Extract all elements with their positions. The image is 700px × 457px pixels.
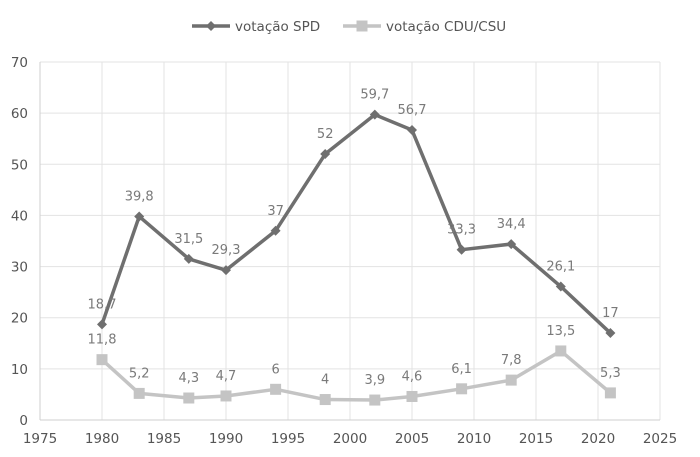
data-label: 3,9: [364, 373, 385, 388]
data-point-diamond: [221, 265, 231, 276]
x-tick-label: 1980: [85, 431, 119, 447]
data-point-diamond: [456, 244, 467, 255]
data-label: 34,4: [497, 217, 526, 232]
data-point-diamond: [270, 225, 281, 236]
data-label: 6: [271, 362, 279, 377]
data-labels: 18,7 39,8 31,5 29,3 37 52 59,7 56,7 33,3 34,4 26,1…: [88, 88, 621, 388]
data-label: 4,3: [178, 371, 199, 386]
data-label: 6,1: [451, 362, 472, 377]
data-point-square: [96, 354, 108, 366]
legend-label: votação CDU/CSU: [386, 19, 506, 35]
y-tick-label: 30: [11, 260, 28, 276]
x-tick-label: 1985: [147, 431, 181, 447]
data-label: 33,3: [447, 223, 476, 238]
x-tick-label: 2005: [395, 431, 429, 447]
y-tick-label: 40: [11, 208, 28, 224]
data-point-diamond: [134, 211, 145, 222]
grid: [40, 61, 661, 420]
data-label: 11,8: [88, 333, 117, 348]
legend-label: votação SPD: [235, 19, 320, 35]
legend: votação SPD votação CDU/CSU: [192, 19, 506, 35]
data-point-square: [604, 387, 616, 399]
data-label: 31,5: [174, 232, 203, 247]
data-label: 17: [602, 306, 619, 321]
data-label: 7,8: [501, 353, 522, 368]
x-tick-label: 1995: [271, 431, 305, 447]
y-tick-label: 50: [11, 157, 28, 173]
data-point-square: [319, 394, 331, 406]
data-point-square: [270, 383, 282, 395]
axes: 0 10 20 30 40 50 60 70 1975 1980 1985 1990 1995 2000 2…: [11, 55, 677, 447]
y-tick-label: 60: [11, 106, 28, 122]
data-label: 37: [267, 204, 284, 219]
series-line-1: [100, 349, 612, 402]
data-label: 4,6: [402, 369, 423, 384]
data-point-diamond: [369, 109, 380, 120]
data-point-square: [406, 390, 418, 402]
data-point-diamond: [320, 149, 331, 160]
data-label: 29,3: [212, 243, 241, 258]
x-tick-label: 1990: [209, 431, 243, 447]
y-tick-label: 0: [19, 413, 28, 429]
data-point-square: [555, 345, 567, 357]
data-label: 52: [317, 127, 334, 142]
legend-marker-diamond: [206, 21, 216, 31]
data-point-square: [505, 374, 517, 386]
data-point-square: [183, 392, 195, 404]
data-label: 56,7: [398, 103, 427, 118]
data-point-square: [220, 390, 232, 402]
data-label: 4,7: [216, 369, 237, 384]
x-tick-label: 2015: [519, 431, 553, 447]
data-label: 18,7: [88, 297, 117, 312]
series: [96, 109, 616, 406]
data-point-square: [456, 383, 468, 395]
y-tick-label: 10: [11, 362, 28, 378]
legend-marker-square: [356, 20, 368, 32]
series-line-0: [100, 112, 612, 335]
x-tick-label: 2010: [457, 431, 491, 447]
data-point-diamond: [555, 281, 566, 292]
data-label: 59,7: [360, 88, 389, 103]
data-point-diamond: [407, 125, 417, 136]
data-point-diamond: [506, 239, 517, 250]
data-label: 5,3: [600, 366, 621, 381]
y-tick-label: 20: [11, 311, 28, 327]
data-point-diamond: [97, 319, 107, 330]
data-point-diamond: [605, 328, 616, 339]
x-tick-label: 2025: [643, 431, 677, 447]
x-tick-label: 1975: [23, 431, 57, 447]
x-tick-label: 2020: [581, 431, 615, 447]
data-label: 39,8: [125, 189, 154, 204]
data-label: 5,2: [129, 366, 150, 381]
data-label: 4: [321, 373, 329, 388]
data-point-square: [369, 394, 381, 406]
data-point-square: [133, 387, 145, 399]
data-label: 13,5: [546, 324, 575, 339]
data-point-diamond: [183, 253, 194, 264]
x-tick-label: 2000: [333, 431, 367, 447]
y-tick-label: 70: [11, 55, 28, 71]
data-label: 26,1: [546, 260, 575, 275]
